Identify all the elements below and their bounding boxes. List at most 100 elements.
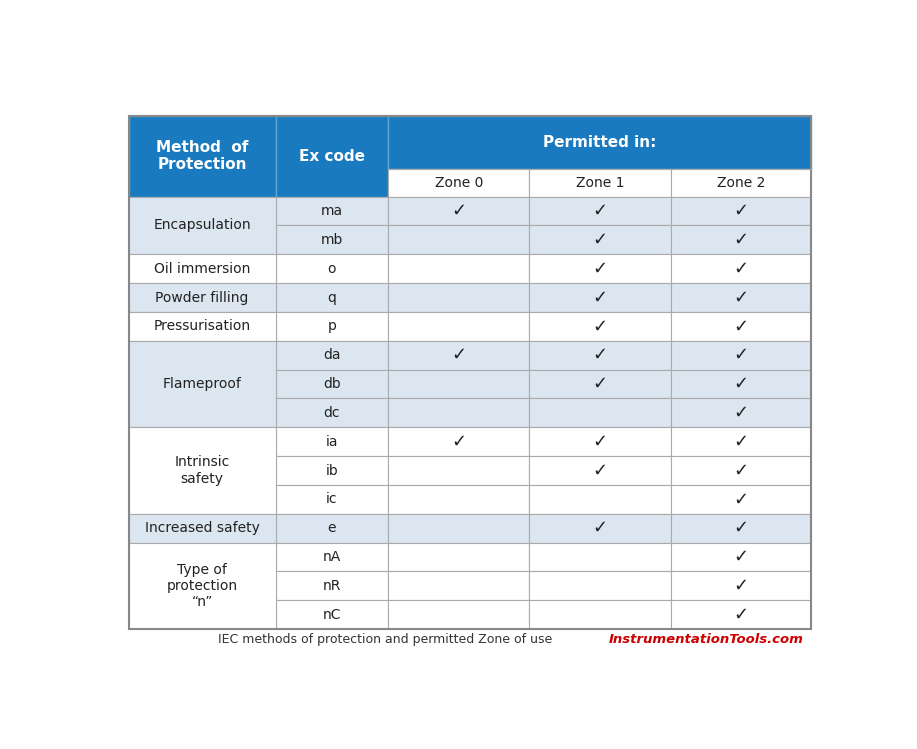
Bar xyxy=(275,341,388,369)
Bar xyxy=(128,341,275,427)
Text: p: p xyxy=(327,319,337,333)
Text: ✓: ✓ xyxy=(734,202,748,220)
Text: ✓: ✓ xyxy=(592,202,607,220)
Text: Pressurisation: Pressurisation xyxy=(154,319,250,333)
Text: ✓: ✓ xyxy=(592,288,607,306)
Bar xyxy=(275,398,388,427)
Bar xyxy=(275,116,388,196)
Text: Intrinsic
safety: Intrinsic safety xyxy=(174,455,230,485)
Bar xyxy=(670,283,812,312)
Text: nR: nR xyxy=(323,579,341,593)
Bar xyxy=(529,542,670,571)
Text: ✓: ✓ xyxy=(734,433,748,451)
Bar xyxy=(388,116,812,169)
Bar xyxy=(388,169,529,196)
Text: ✓: ✓ xyxy=(734,375,748,393)
Bar xyxy=(275,312,388,341)
Bar xyxy=(128,116,812,629)
Text: e: e xyxy=(327,521,336,536)
Text: ✓: ✓ xyxy=(734,231,748,249)
Bar xyxy=(128,116,275,196)
Bar xyxy=(275,542,388,571)
Text: Ex code: Ex code xyxy=(299,149,365,164)
Bar xyxy=(670,312,812,341)
Bar xyxy=(388,369,529,398)
Text: da: da xyxy=(323,348,340,363)
Text: Permitted in:: Permitted in: xyxy=(543,135,657,150)
Text: nA: nA xyxy=(323,550,341,564)
Text: ✓: ✓ xyxy=(592,231,607,249)
Bar xyxy=(529,485,670,514)
Bar xyxy=(529,369,670,398)
Bar xyxy=(670,427,812,456)
Bar xyxy=(275,456,388,485)
Bar xyxy=(670,456,812,485)
Bar xyxy=(670,571,812,600)
Bar xyxy=(388,571,529,600)
Text: ✓: ✓ xyxy=(592,461,607,479)
Bar xyxy=(388,456,529,485)
Text: ✓: ✓ xyxy=(734,288,748,306)
Bar xyxy=(670,600,812,629)
Text: ✓: ✓ xyxy=(451,433,466,451)
Text: dc: dc xyxy=(324,406,340,420)
Bar xyxy=(388,485,529,514)
Text: ia: ia xyxy=(326,434,338,449)
Bar xyxy=(388,427,529,456)
Bar xyxy=(388,254,529,283)
Bar xyxy=(529,341,670,369)
Bar xyxy=(275,427,388,456)
Bar xyxy=(670,542,812,571)
Text: IEC methods of protection and permitted Zone of use: IEC methods of protection and permitted … xyxy=(217,633,552,646)
Bar xyxy=(529,571,670,600)
Text: Oil immersion: Oil immersion xyxy=(154,261,250,276)
Bar xyxy=(128,514,275,542)
Bar xyxy=(388,196,529,225)
Bar xyxy=(529,254,670,283)
Text: Type of
protection
“n”: Type of protection “n” xyxy=(167,562,238,609)
Text: Zone 0: Zone 0 xyxy=(435,176,483,189)
Bar xyxy=(529,514,670,542)
Bar xyxy=(128,427,275,514)
Bar xyxy=(529,196,670,225)
Text: nC: nC xyxy=(323,607,341,622)
Bar xyxy=(670,514,812,542)
Text: db: db xyxy=(323,377,341,391)
Bar xyxy=(275,254,388,283)
Bar xyxy=(529,456,670,485)
Text: ma: ma xyxy=(321,204,343,218)
Bar xyxy=(388,283,529,312)
Text: Increased safety: Increased safety xyxy=(145,521,260,536)
Bar xyxy=(388,225,529,254)
Text: ib: ib xyxy=(326,464,338,478)
Text: ✓: ✓ xyxy=(734,577,748,595)
Text: Method  of
Protection: Method of Protection xyxy=(156,140,249,172)
Bar xyxy=(529,600,670,629)
Bar xyxy=(388,600,529,629)
Bar xyxy=(388,312,529,341)
Text: ✓: ✓ xyxy=(734,260,748,278)
Text: o: o xyxy=(327,261,336,276)
Bar xyxy=(128,542,275,629)
Text: InstrumentationTools.com: InstrumentationTools.com xyxy=(609,633,804,646)
Bar xyxy=(529,169,670,196)
Bar xyxy=(275,196,388,225)
Bar xyxy=(670,369,812,398)
Bar xyxy=(529,427,670,456)
Bar xyxy=(670,254,812,283)
Bar xyxy=(529,398,670,427)
Text: ✓: ✓ xyxy=(734,461,748,479)
Text: ✓: ✓ xyxy=(734,318,748,336)
Bar xyxy=(128,196,275,254)
Text: ✓: ✓ xyxy=(734,519,748,537)
Text: mb: mb xyxy=(321,233,343,247)
Text: ✓: ✓ xyxy=(451,202,466,220)
Bar xyxy=(388,398,529,427)
Bar xyxy=(275,514,388,542)
Bar xyxy=(670,485,812,514)
Bar xyxy=(275,225,388,254)
Text: Encapsulation: Encapsulation xyxy=(153,219,251,232)
Bar xyxy=(529,312,670,341)
Text: ✓: ✓ xyxy=(734,404,748,422)
Bar xyxy=(388,514,529,542)
